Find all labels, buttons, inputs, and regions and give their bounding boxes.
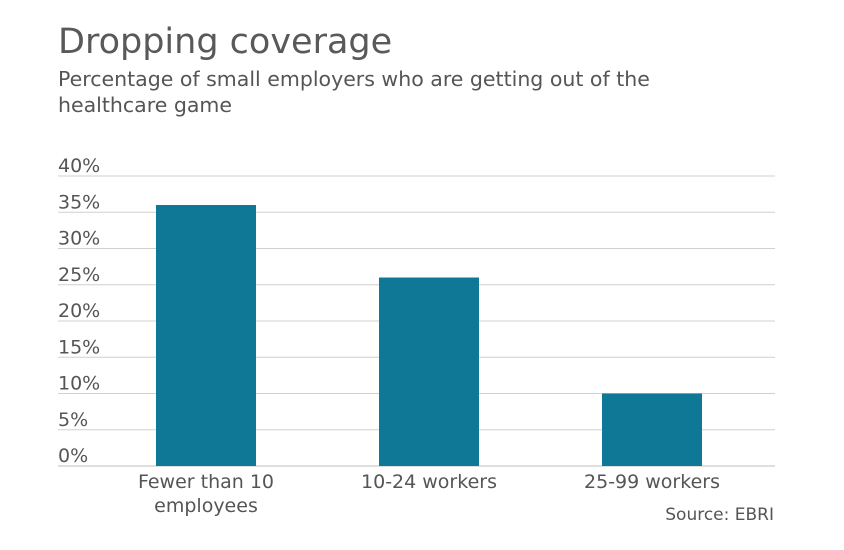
y-tick-label: 10% — [58, 373, 100, 395]
y-tick-label: 15% — [58, 336, 100, 358]
y-tick-label: 25% — [58, 264, 100, 286]
source-note: Source: EBRI — [665, 505, 774, 525]
bar — [379, 277, 479, 466]
y-tick-label: 5% — [58, 409, 88, 431]
x-tick-label: Fewer than 10 employees — [138, 471, 274, 517]
bars — [156, 205, 702, 466]
y-tick-label: 0% — [58, 445, 88, 467]
chart-title: Dropping coverage — [58, 22, 393, 62]
x-tick-label: 25-99 workers — [584, 471, 720, 493]
y-tick-label: 20% — [58, 300, 100, 322]
y-tick-label: 35% — [58, 191, 100, 213]
x-axis-ticks: Fewer than 10 employees 10-24 workers 25-99… — [138, 471, 720, 517]
y-axis-ticks: 0% 5% 10% 15% 20% 25% 30% 35% 40% — [58, 155, 100, 467]
bar — [602, 393, 702, 466]
y-tick-label: 40% — [58, 155, 100, 177]
bar — [156, 205, 256, 466]
x-tick-label: 10-24 workers — [361, 471, 497, 493]
chart-subtitle: Percentage of small employers who are ge… — [58, 67, 650, 117]
y-tick-label: 30% — [58, 228, 100, 250]
